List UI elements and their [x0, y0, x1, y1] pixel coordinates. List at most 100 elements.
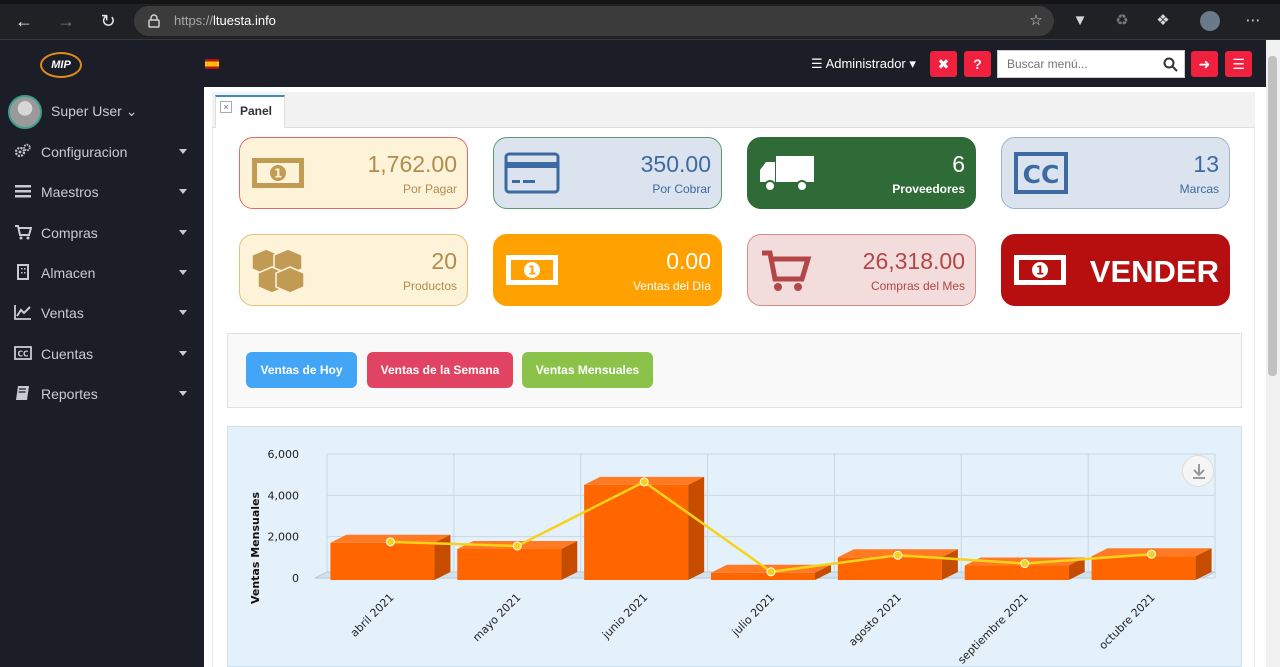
book-icon: [16, 386, 29, 400]
ventas-semana-button[interactable]: Ventas de la Semana: [367, 352, 513, 388]
user-name: Super User: [51, 103, 122, 119]
admin-label: Administrador: [825, 56, 906, 71]
sidebar-item-label: Cuentas: [41, 346, 94, 362]
user-menu[interactable]: Super User ⌄: [51, 103, 138, 119]
sidebar-item-cuentas[interactable]: CC Cuentas: [0, 335, 204, 373]
address-bar[interactable]: [134, 6, 1054, 36]
more-menu-icon[interactable]: ⋯: [1245, 12, 1261, 29]
logout-button[interactable]: ➜: [1191, 51, 1218, 77]
svg-text:1: 1: [528, 264, 536, 278]
x-tick-label: julio 2021: [729, 591, 777, 639]
ventas-mensuales-button[interactable]: Ventas Mensuales: [522, 352, 653, 388]
sidebar-item-compras[interactable]: Compras: [0, 214, 204, 252]
tab-panel-label[interactable]: Panel: [240, 104, 273, 118]
sidebar-item-label: Maestros: [41, 184, 99, 200]
card-value: 1,762.00: [367, 151, 457, 177]
search-icon[interactable]: [1163, 57, 1178, 72]
x-tick-label: septiembre 2021: [955, 591, 1031, 667]
app-logo[interactable]: MIP: [40, 52, 82, 78]
card-productos[interactable]: 20 Productos: [239, 234, 468, 306]
sidebar-item-configuracion[interactable]: Configuracion: [0, 133, 204, 171]
admin-menu[interactable]: ☰ Administrador ▾: [811, 56, 916, 71]
url-host: ltuesta.info: [213, 13, 276, 28]
card-label: Marcas: [1179, 182, 1219, 196]
line-point: [766, 567, 776, 577]
card-ventas-del-dia[interactable]: 1 0.00 Ventas del Día: [493, 234, 722, 306]
tab-bar: [212, 92, 1255, 128]
caret-down-icon: [179, 270, 187, 275]
back-icon[interactable]: ←: [15, 11, 33, 31]
vender-label: VENDER: [1089, 254, 1219, 289]
x-tick-label: octubre 2021: [1096, 591, 1157, 652]
reload-icon[interactable]: ↻: [100, 11, 116, 31]
browser-tab-strip: [0, 0, 1280, 4]
scrollbar-thumb[interactable]: [1268, 56, 1277, 376]
card-label: Proveedores: [892, 182, 965, 196]
svg-text:CC: CC: [17, 350, 29, 359]
card-compras-del-mes[interactable]: 26,318.00 Compras del Mes: [747, 234, 976, 306]
truck-icon: [760, 156, 814, 192]
x-tick-label: abril 2021: [348, 591, 397, 640]
vender-button[interactable]: 1 VENDER: [1001, 234, 1230, 306]
sidebar-item-label: Almacen: [41, 265, 96, 281]
sidebar-item-label: Reportes: [41, 386, 98, 402]
y-axis-label: Ventas Mensuales: [249, 492, 262, 605]
spain-flag-icon[interactable]: [205, 59, 219, 69]
x-tick-label: mayo 2021: [470, 591, 523, 644]
fullscreen-button[interactable]: ✖: [930, 51, 957, 77]
chart-download-button[interactable]: [1182, 455, 1214, 487]
puzzle-icon[interactable]: ❖: [1156, 12, 1170, 29]
chart-bar: [584, 476, 705, 580]
y-tick-label: 6,000: [268, 448, 300, 461]
card-value: 350.00: [640, 151, 711, 177]
user-avatar[interactable]: [8, 95, 42, 129]
line-point: [639, 477, 649, 487]
line-point: [385, 537, 395, 547]
forward-icon[interactable]: →: [57, 11, 75, 31]
sidebar-item-label: Ventas: [41, 305, 84, 321]
card-label: Por Cobrar: [652, 182, 711, 196]
svg-text:1: 1: [274, 167, 282, 181]
sidebar-item-label: Compras: [41, 225, 98, 241]
svg-text:1: 1: [1036, 264, 1044, 278]
lock-icon: [148, 14, 160, 28]
svg-text:CC: CC: [1023, 160, 1060, 189]
menu-search-input[interactable]: [998, 51, 1148, 77]
y-tick-label: 0: [292, 572, 299, 585]
sidebar-item-almacen[interactable]: Almacen: [0, 254, 204, 292]
help-button[interactable]: ?: [964, 51, 991, 77]
x-tick-label: agosto 2021: [846, 591, 904, 649]
ventas-de-hoy-button[interactable]: Ventas de Hoy: [246, 352, 357, 388]
close-icon[interactable]: ×: [220, 101, 232, 113]
card-value: 26,318.00: [862, 248, 965, 274]
card-por-cobrar[interactable]: 350.00 Por Cobrar: [493, 137, 722, 209]
card-label: Ventas del Día: [632, 279, 711, 293]
extension-icon[interactable]: ▼: [1072, 12, 1088, 29]
recycle-icon[interactable]: ♻: [1115, 12, 1129, 29]
favorites-star-icon[interactable]: ☆: [1029, 12, 1043, 29]
sidebar-item-ventas[interactable]: Ventas: [0, 294, 204, 332]
card-label: Productos: [402, 279, 457, 293]
card-value: 13: [1193, 151, 1219, 177]
line-point: [1147, 549, 1157, 559]
y-tick-label: 2,000: [268, 531, 300, 544]
sidebar-item-reportes[interactable]: Reportes: [0, 375, 204, 413]
credit-card-icon: [504, 152, 560, 194]
url-text[interactable]: https://ltuesta.info: [174, 13, 276, 28]
profile-avatar-icon[interactable]: [1200, 11, 1220, 31]
sidebar-item-maestros[interactable]: Maestros: [0, 173, 204, 211]
card-marcas[interactable]: CC 13 Marcas: [1001, 137, 1230, 209]
card-por-pagar[interactable]: 1 1,762.00 Por Pagar: [239, 137, 468, 209]
cogs-icon: [14, 143, 31, 158]
caret-down-icon: [179, 351, 187, 356]
menu-search: [997, 50, 1185, 78]
line-point: [893, 550, 903, 560]
sales-chart: Ventas Mensuales 0 2,000 4,000 6,000 abril 2…: [249, 448, 1216, 667]
hamburger-button[interactable]: ☰: [1225, 51, 1252, 77]
money-icon: 1: [506, 255, 558, 285]
tab-panel[interactable]: [215, 95, 285, 129]
cc-icon: CC: [1014, 152, 1068, 194]
card-proveedores[interactable]: 6 Proveedores: [747, 137, 976, 209]
caret-down-icon: [179, 189, 187, 194]
caret-down-icon: [179, 149, 187, 154]
